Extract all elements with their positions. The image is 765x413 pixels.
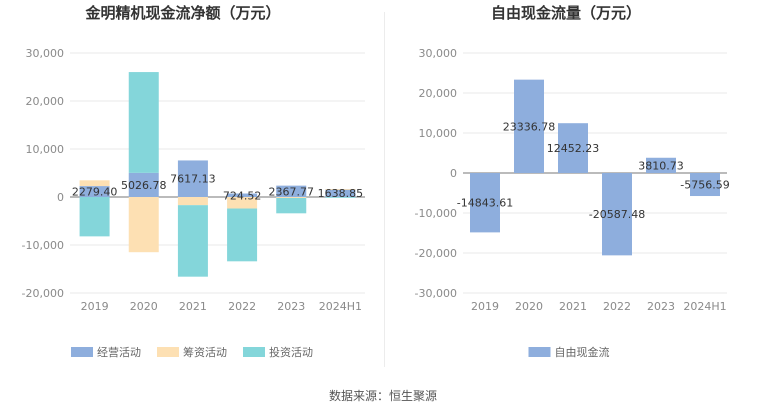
- x-tick-label: 2021: [179, 300, 207, 313]
- y-tick-label: 10,000: [419, 127, 458, 140]
- data-label: 2279.40: [72, 186, 118, 199]
- data-label: 1638.85: [318, 187, 364, 200]
- legend-label: 自由现金流: [555, 345, 610, 359]
- bar-primary: [558, 123, 588, 173]
- bar-series-1: [325, 189, 356, 190]
- bar-primary: [514, 79, 544, 173]
- legend-swatch: [243, 347, 265, 357]
- y-tick-label: 0: [57, 191, 64, 204]
- bar-primary: [690, 173, 720, 197]
- panel-divider: [384, 12, 385, 367]
- x-tick-label: 2021: [559, 300, 587, 313]
- bar-series-1: [79, 180, 110, 187]
- data-label: 5026.78: [121, 179, 167, 192]
- bar-series-2: [79, 197, 110, 237]
- legend-label: 投资活动: [269, 345, 313, 359]
- data-label: 23336.78: [503, 120, 556, 133]
- x-tick-label: 2022: [228, 300, 256, 313]
- x-tick-label: 2019: [81, 300, 109, 313]
- y-tick-label: -20,000: [415, 247, 457, 260]
- x-tick-label: 2023: [647, 300, 675, 313]
- bar-primary: [602, 173, 632, 256]
- data-label: -5756.59: [680, 179, 729, 192]
- data-label: -20587.48: [589, 208, 645, 221]
- bar-series-1: [276, 197, 307, 198]
- bar-series-1: [227, 197, 258, 209]
- y-tick-label: -10,000: [22, 239, 64, 252]
- y-tick-label: 20,000: [26, 95, 65, 108]
- legend-swatch: [157, 347, 179, 357]
- y-tick-label: -30,000: [415, 287, 457, 300]
- legend-label: 经营活动: [97, 345, 141, 359]
- bar-series-1: [128, 197, 159, 253]
- bar-primary: [177, 160, 208, 197]
- bar-primary: [128, 172, 159, 197]
- data-label: 2367.77: [269, 185, 315, 198]
- bar-primary: [79, 186, 110, 197]
- data-label: 12452.23: [547, 142, 600, 155]
- x-tick-label: 2024H1: [319, 300, 362, 313]
- bar-primary: [227, 193, 258, 197]
- chart-title: 金明精机现金流净额（万元）: [84, 4, 280, 22]
- y-tick-label: 30,000: [26, 47, 65, 60]
- bar-primary: [276, 185, 307, 197]
- chart-title: 自由现金流量（万元）: [491, 4, 641, 22]
- y-tick-label: 10,000: [26, 143, 65, 156]
- data-label: 3810.73: [638, 159, 684, 172]
- y-tick-label: -10,000: [415, 207, 457, 220]
- data-label: -14843.61: [457, 197, 513, 210]
- bar-series-1: [177, 197, 208, 206]
- x-tick-label: 2024H1: [683, 300, 726, 313]
- y-tick-label: 0: [450, 167, 457, 180]
- y-tick-label: -20,000: [22, 287, 64, 300]
- data-label: 7617.13: [170, 173, 216, 186]
- x-tick-label: 2020: [515, 300, 543, 313]
- x-tick-label: 2020: [130, 300, 158, 313]
- bar-series-2: [325, 197, 356, 198]
- x-tick-label: 2022: [603, 300, 631, 313]
- free-cash-flow-chart: 自由现金流量（万元） 30,000 20,000 10,000 0 -10,000 -20,…: [415, 4, 730, 359]
- data-label: 724.52: [223, 189, 262, 202]
- bar-primary: [646, 157, 676, 173]
- y-tick-label: 30,000: [419, 47, 458, 60]
- bar-primary: [470, 173, 500, 233]
- bar-primary: [325, 189, 356, 197]
- bar-series-2: [276, 197, 307, 214]
- cash-flow-net-chart: 金明精机现金流净额（万元） 30,000 20,000 10,000 0 -10,000 -…: [22, 4, 365, 359]
- legend-label: 筹资活动: [183, 345, 227, 359]
- bar-series-2: [177, 205, 208, 277]
- bar-series-2: [227, 208, 258, 262]
- source-note: 数据来源：恒生聚源: [329, 388, 437, 403]
- legend-swatch: [528, 347, 551, 357]
- x-tick-label: 2023: [277, 300, 305, 313]
- x-tick-label: 2019: [471, 300, 499, 313]
- y-tick-label: 20,000: [419, 87, 458, 100]
- legend-swatch: [71, 347, 93, 357]
- bar-series-2: [128, 72, 159, 173]
